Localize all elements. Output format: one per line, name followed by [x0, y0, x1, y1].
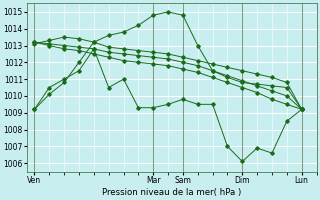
- X-axis label: Pression niveau de la mer( hPa ): Pression niveau de la mer( hPa ): [102, 188, 241, 197]
